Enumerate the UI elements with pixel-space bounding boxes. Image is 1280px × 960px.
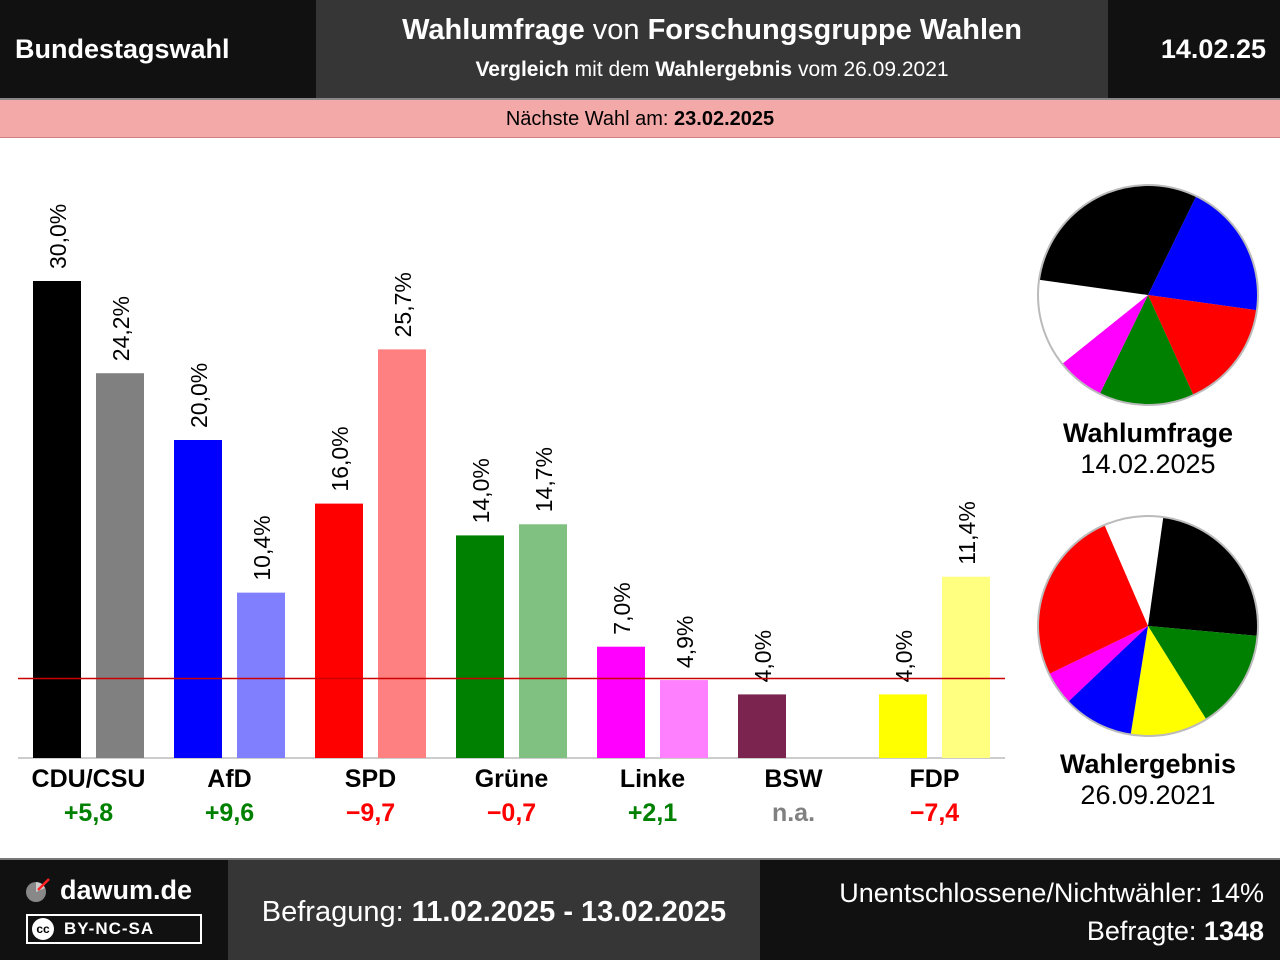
pie-chart-result [1037, 515, 1259, 737]
bar-value-label-gr-ne-result: 14,7% [531, 447, 557, 512]
bar-value-label-linke-poll: 7,0% [609, 582, 635, 634]
bar-bsw-poll [738, 694, 786, 758]
pie-poll-date: 14.02.2025 [1080, 449, 1216, 479]
next-election-label: Nächste Wahl am: [505, 108, 675, 130]
bar-value-label-cdu-csu-result: 24,2% [108, 296, 134, 361]
pie-slice-fdp [1130, 626, 1207, 736]
change-label-afd: +9,6 [205, 799, 254, 827]
footer-right: Unentschlossene/Nichtwähler: 14% Befragt… [760, 860, 1280, 960]
bar-spd-result [378, 349, 426, 758]
bar-linke-poll [597, 646, 645, 758]
footer: dawum.de cc BY-NC-SA Befragung: 11.02.20… [0, 860, 1280, 960]
pie-slice-linke [1062, 295, 1148, 394]
bar-spd-poll [315, 503, 363, 758]
survey-period: Befragung: 11.02.2025 - 13.02.2025 [261, 896, 727, 928]
pie-slice-cdu-csu [1148, 517, 1258, 636]
bar-value-label-fdp-poll: 4,0% [891, 630, 917, 682]
site-link[interactable]: dawum.de [60, 875, 193, 905]
bar-cdu-csu-result [96, 373, 144, 758]
header-right: 14.02.25 [1108, 0, 1280, 98]
poll-date: 14.02.25 [1160, 34, 1266, 64]
next-election-bar: Nächste Wahl am: 23.02.2025 [0, 100, 1280, 138]
pie-outline [1037, 184, 1259, 406]
pie-slice-linke [1048, 626, 1148, 702]
election-label: Bundestagswahl [15, 34, 230, 64]
footer-center: Befragung: 11.02.2025 - 13.02.2025 [228, 860, 760, 960]
bar-value-label-linke-result: 4,9% [672, 616, 698, 668]
bar-value-label-spd-result: 25,7% [390, 272, 416, 337]
pie-slice-afd [1148, 196, 1258, 311]
pie-slice-spd [1148, 295, 1257, 396]
respondents-count: Befragte: 1348 [1086, 916, 1264, 946]
change-label-fdp: −7,4 [910, 799, 959, 827]
pie-result-date: 26.09.2021 [1080, 780, 1216, 810]
license-label: BY-NC-SA [64, 919, 155, 938]
pie-poll-title: Wahlumfrage [1062, 418, 1233, 448]
chart-subtitle: Vergleich mit dem Wahlergebnis vom 26.09… [475, 58, 949, 81]
category-label-gr-ne: Grüne [475, 765, 549, 793]
change-label-linke: +2,1 [628, 799, 677, 827]
bar-afd-poll [174, 440, 222, 758]
change-label-gr-ne: −0,7 [487, 799, 536, 827]
bar-chart: 30,0% 24,2% CDU/CSU +5,8 20,0% 10,4% AfD +9,6 16… [18, 204, 1005, 827]
pie-result-caption: Wahlergebnis 26.09.2021 [1000, 749, 1280, 811]
category-label-bsw: BSW [764, 765, 823, 793]
chart-title: Wahlumfrage von Forschungsgruppe Wahlen [402, 14, 1022, 46]
next-election-date: 23.02.2025 [674, 108, 775, 130]
undecided-share: Unentschlossene/Nichtwähler: 14% [839, 878, 1264, 908]
pie-outline [1037, 515, 1259, 737]
bar-cdu-csu-poll [33, 281, 81, 758]
bar-value-label-gr-ne-poll: 14,0% [468, 458, 494, 523]
category-label-spd: SPD [345, 765, 396, 793]
category-label-cdu-csu: CDU/CSU [32, 765, 146, 793]
bar-gr-ne-poll [456, 535, 504, 758]
header-left: Bundestagswahl [0, 0, 316, 98]
bar-fdp-result [942, 576, 990, 758]
category-label-linke: Linke [620, 765, 685, 793]
pie-slice-gr-ne [1148, 626, 1258, 720]
dawum-logo-icon [26, 878, 50, 902]
change-label-cdu-csu: +5,8 [64, 799, 113, 827]
pie-slice-afd [1068, 626, 1148, 735]
category-label-fdp: FDP [910, 765, 960, 793]
header-divider [0, 98, 1280, 100]
pie-slice-spd [1038, 524, 1148, 674]
footer-left: dawum.de cc BY-NC-SA [0, 860, 228, 960]
footer-divider [0, 858, 1280, 860]
bar-linke-result [660, 680, 708, 758]
bar-afd-result [237, 592, 285, 758]
bar-gr-ne-result [519, 524, 567, 758]
pie-slice-cdu-csu [1039, 185, 1197, 295]
category-label-afd: AfD [207, 765, 251, 793]
bar-value-label-afd-result: 10,4% [249, 515, 275, 580]
pie-chart-poll [1037, 184, 1259, 406]
bar-value-label-afd-poll: 20,0% [186, 363, 212, 428]
pie-poll-caption: Wahlumfrage 14.02.2025 [1000, 418, 1280, 480]
cc-icon: cc [32, 918, 54, 940]
bar-value-label-spd-poll: 16,0% [327, 426, 353, 491]
change-label-bsw: n.a. [772, 799, 815, 827]
bar-value-label-cdu-csu-poll: 30,0% [45, 204, 71, 269]
license-badge[interactable]: cc BY-NC-SA [26, 914, 202, 944]
header-center: Wahlumfrage von Forschungsgruppe Wahlen … [316, 0, 1108, 98]
bar-value-label-fdp-result: 11,4% [954, 501, 980, 565]
pie-result-title: Wahlergebnis [1059, 749, 1237, 779]
pie-slice-gr-ne [1099, 295, 1194, 405]
bar-fdp-poll [879, 694, 927, 758]
bar-value-label-bsw-poll: 4,0% [750, 630, 776, 682]
change-label-spd: −9,7 [346, 799, 395, 827]
